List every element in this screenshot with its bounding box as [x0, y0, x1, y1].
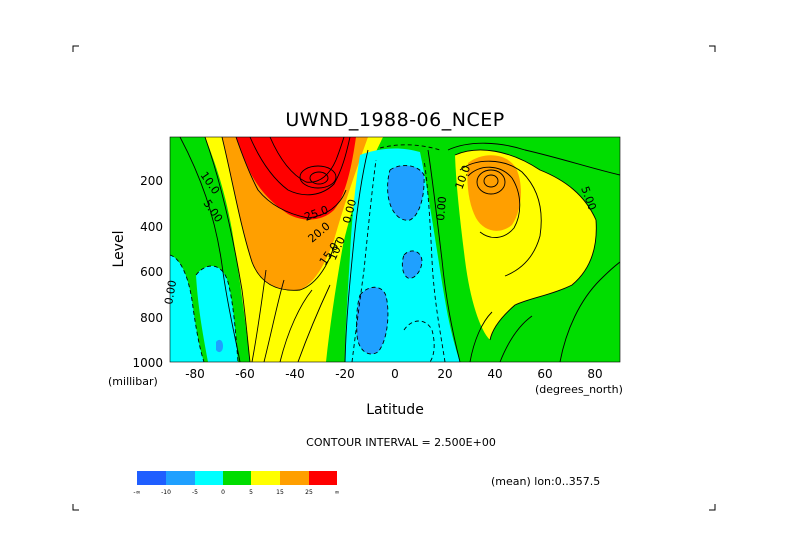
plot-frame [169, 136, 621, 363]
x-tick-label: -80 [185, 367, 205, 381]
colorbar-label: -∞ [133, 489, 140, 496]
x-tick-label: 0 [391, 367, 399, 381]
x-tick-label: 60 [537, 367, 552, 381]
colorbar-label: 25 [305, 489, 313, 496]
y-tick-label: 600 [140, 265, 163, 279]
colorbar-label: 5 [249, 489, 253, 496]
polar-strong-blob [216, 339, 223, 353]
x-tick-label: -20 [335, 367, 355, 381]
x-tick-label: 80 [587, 367, 602, 381]
crop-marks [72, 45, 716, 511]
x-tick-label: 20 [437, 367, 452, 381]
y-axis: 200 400 600 800 1000 Level (millibar) [108, 174, 163, 388]
colorbar-swatch [280, 471, 309, 485]
contour-label: 0.00 [162, 279, 179, 305]
colorbar-swatch [309, 471, 337, 485]
tropical-strong-2 [356, 287, 388, 355]
tropical-strong-3 [402, 250, 422, 279]
y-axis-label: Level [111, 231, 127, 268]
colorbar-label: 15 [276, 489, 284, 496]
chart-title: UWND_1988-06_NCEP [285, 109, 504, 131]
contour-label: 0.00 [434, 196, 449, 222]
y-tick-label: 800 [140, 311, 163, 325]
colorbar-swatch [195, 471, 223, 485]
colorbar: -∞ -10 -5 0 5 15 25 ∞ [133, 471, 340, 496]
mean-label: (mean) lon:0..357.5 [491, 475, 600, 488]
colorbar-label: -5 [192, 489, 198, 496]
x-tick-label: -40 [285, 367, 305, 381]
colorbar-label: -10 [161, 489, 171, 496]
contour-label: 0.00 [340, 198, 359, 225]
y-axis-unit: (millibar) [108, 375, 158, 388]
x-tick-label: -60 [235, 367, 255, 381]
colorbar-label: 0 [221, 489, 225, 496]
x-axis: -80 -60 -40 -20 0 20 40 60 80 (degrees_n… [185, 367, 623, 418]
x-tick-label: 40 [487, 367, 502, 381]
polar-easterlies-1 [170, 255, 204, 362]
x-axis-label: Latitude [366, 402, 424, 418]
y-tick-label: 1000 [132, 356, 163, 370]
colorbar-swatch [223, 471, 251, 485]
colorbar-swatch [137, 471, 166, 485]
sh-jet-band-25 [236, 137, 356, 220]
y-tick-label: 400 [140, 220, 163, 234]
colorbar-label: ∞ [335, 489, 340, 496]
x-axis-unit: (degrees_north) [535, 383, 623, 396]
contour-interval-label: CONTOUR INTERVAL = 2.500E+00 [306, 436, 496, 449]
plot-area [170, 137, 620, 362]
colorbar-swatch [251, 471, 280, 485]
polar-easterlies-2 [196, 265, 238, 362]
tropical-strong-1 [387, 165, 425, 221]
y-tick-label: 200 [140, 174, 163, 188]
colorbar-swatch [166, 471, 195, 485]
